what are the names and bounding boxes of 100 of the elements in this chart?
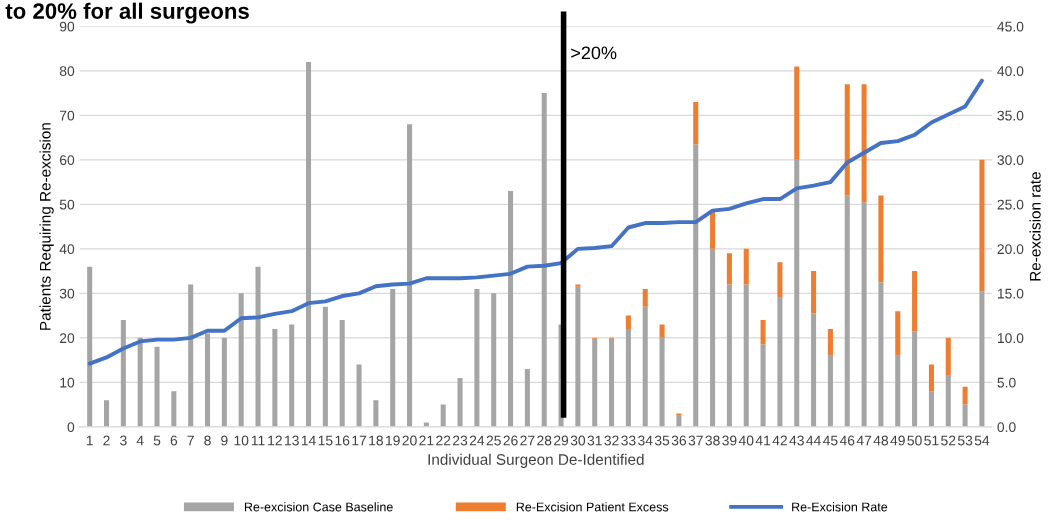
y2-tick-label: 0.0 — [997, 422, 1016, 433]
bar — [945, 337, 951, 376]
x-tick-label: 7 — [187, 435, 194, 446]
x-tick-label: 47 — [856, 435, 872, 446]
x-tick-label: 42 — [772, 435, 787, 446]
bar — [238, 293, 244, 427]
bar — [878, 282, 884, 427]
bar — [120, 320, 126, 427]
y-tick-label: 70 — [59, 110, 75, 121]
x-tick-label: 3 — [120, 435, 127, 446]
bar — [356, 364, 362, 427]
bar — [390, 288, 396, 427]
x-tick-label: 33 — [621, 435, 636, 446]
bar — [878, 195, 884, 283]
bar — [861, 84, 867, 203]
bar — [659, 324, 665, 338]
y2-tick-label: 5.0 — [997, 377, 1016, 388]
bar — [912, 271, 918, 332]
bar — [642, 288, 648, 307]
x-tick-label: 43 — [789, 435, 804, 446]
x-tick-label: 8 — [204, 435, 211, 446]
bar — [272, 328, 278, 427]
y2-tick-label: 15.0 — [997, 288, 1024, 299]
bar — [726, 284, 732, 427]
y2-tick-label: 30.0 — [997, 155, 1024, 166]
x-tick-label: 11 — [251, 435, 265, 446]
bar — [541, 93, 547, 427]
bar — [844, 84, 850, 196]
x-tick-label: 25 — [486, 435, 501, 446]
bar — [592, 338, 598, 427]
y2-tick-label: 25.0 — [997, 199, 1024, 210]
bar — [255, 266, 261, 427]
bar — [103, 400, 110, 427]
bar — [625, 315, 631, 329]
bar — [642, 306, 648, 427]
bar — [609, 338, 615, 427]
x-tick-label: 52 — [941, 435, 956, 446]
y2-tick-label: 10.0 — [997, 333, 1024, 344]
bar — [726, 253, 732, 285]
bar — [928, 391, 934, 427]
bar — [306, 61, 312, 427]
bar — [945, 375, 951, 427]
x-tick-label: 24 — [469, 435, 485, 446]
x-tick-label: 41 — [755, 435, 771, 446]
x-tick-label: 31 — [587, 435, 602, 446]
x-tick-label: 17 — [352, 435, 367, 446]
bar — [844, 195, 850, 427]
bar — [87, 266, 93, 427]
x-tick-label: 10 — [234, 435, 249, 446]
bar — [524, 369, 530, 427]
x-tick-label: 38 — [705, 435, 720, 446]
x-tick-label: 40 — [738, 435, 754, 446]
bar — [743, 284, 749, 427]
y-tick-label: 50 — [59, 199, 75, 210]
bar — [827, 328, 833, 356]
y-tick-label: 30 — [59, 288, 75, 299]
bar — [407, 124, 413, 427]
y-tick-label: 20 — [59, 333, 75, 344]
legend-label: Re-Excision Patient Excess — [516, 502, 669, 512]
x-tick-label: 21 — [419, 435, 434, 446]
bar — [794, 159, 800, 427]
y2-tick-label: 45.0 — [997, 21, 1024, 32]
x-tick-label: 34 — [638, 435, 653, 446]
bar — [962, 386, 968, 405]
x-tick-label: 49 — [890, 435, 905, 446]
y-tick-label: 80 — [59, 66, 75, 77]
bar — [912, 331, 918, 427]
bar — [659, 337, 665, 427]
x-tick-label: 37 — [688, 435, 703, 446]
bar — [895, 311, 901, 356]
x-tick-label: 20 — [402, 435, 417, 446]
legend-label: Re-Excision Rate — [792, 502, 888, 512]
x-tick-label: 2 — [103, 435, 110, 446]
bar — [827, 355, 833, 427]
x-tick-label: 22 — [436, 435, 451, 446]
y2-tick-label: 35.0 — [997, 110, 1024, 121]
x-tick-label: 30 — [570, 435, 586, 446]
bar — [491, 293, 497, 427]
bar — [895, 355, 901, 427]
x-tick-label: 29 — [554, 435, 569, 446]
bar — [137, 337, 143, 427]
x-tick-label: 28 — [537, 435, 552, 446]
bar — [710, 248, 716, 427]
x-tick-label: 48 — [873, 435, 889, 446]
x-tick-label: 18 — [369, 435, 383, 446]
bar — [777, 297, 783, 427]
x-tick-label: 39 — [722, 435, 737, 446]
x-tick-label: 1 — [86, 435, 93, 446]
x-tick-label: 32 — [604, 435, 619, 446]
y2-tick-label: 20.0 — [997, 244, 1024, 255]
x-axis-title: Individual Surgeon De-Identified — [428, 453, 644, 468]
bar — [777, 262, 783, 298]
y-axis-title: Patients Requiring Re-excision — [39, 123, 54, 330]
x-tick-label: 36 — [671, 435, 687, 446]
bar — [962, 404, 968, 427]
bar — [440, 404, 446, 427]
legend-label: Re-excision Case Baseline — [244, 502, 393, 512]
bar — [322, 306, 328, 427]
bar — [373, 400, 379, 427]
bar — [861, 202, 867, 427]
